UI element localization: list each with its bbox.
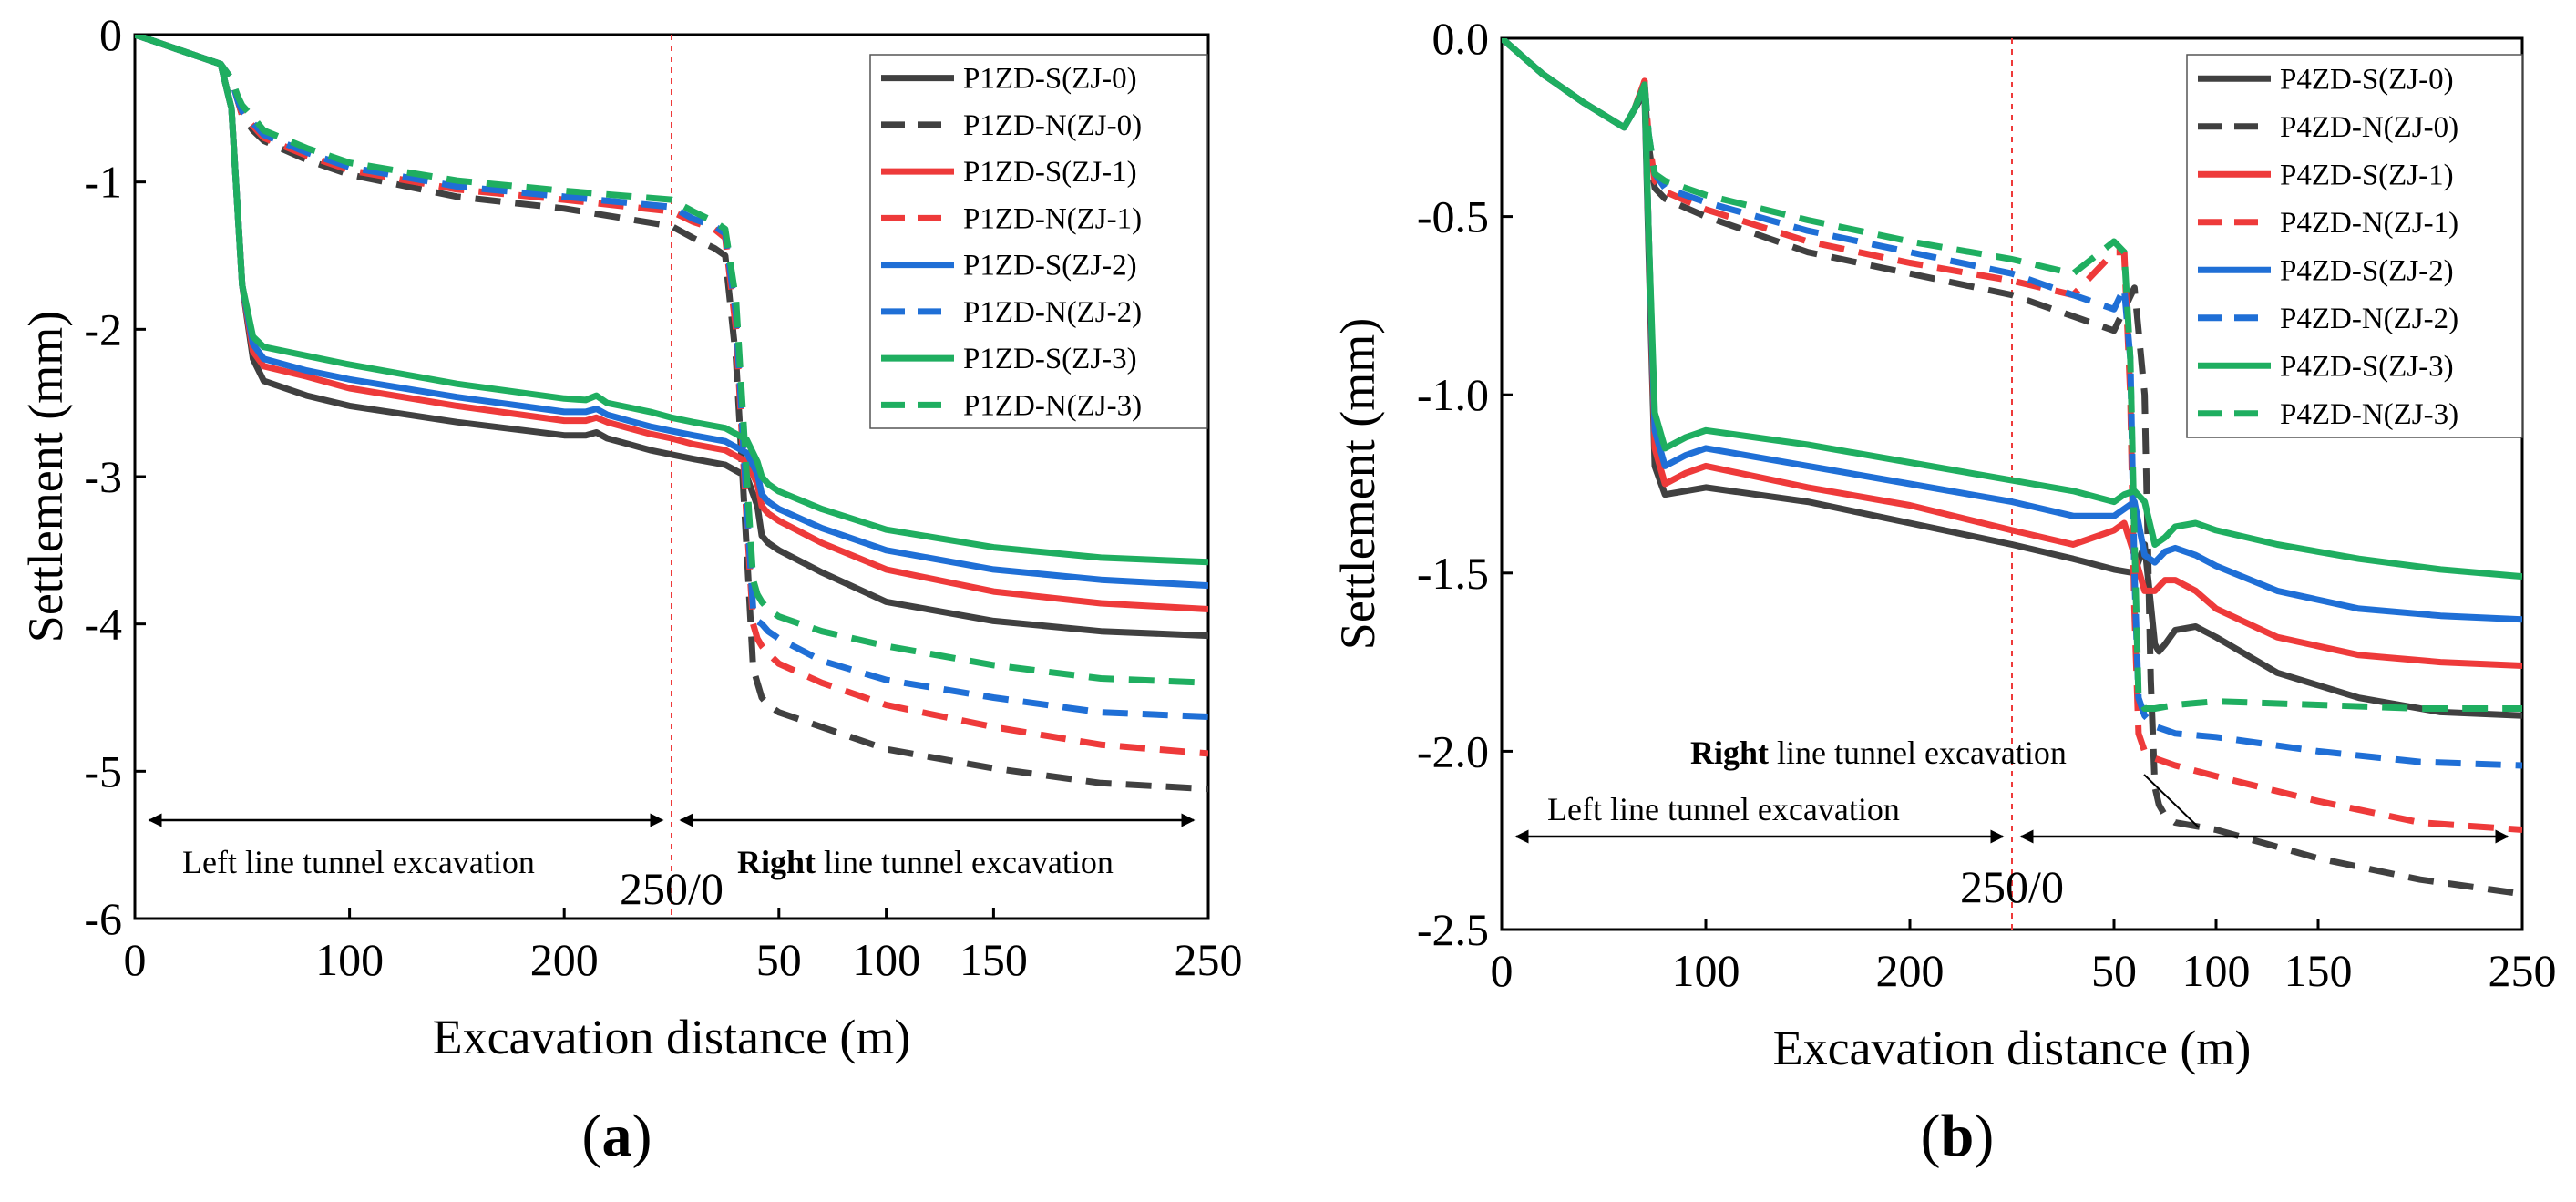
x-tick-label: 200 — [530, 934, 599, 985]
y-tick-label: 0.0 — [1432, 13, 1490, 64]
y-axis-title: Settlement (mm) — [18, 311, 73, 642]
legend-label: P4ZD-N(ZJ-3) — [2280, 398, 2458, 431]
y-tick-label: -6 — [84, 893, 122, 944]
panel-label-paren-open: ( — [582, 1103, 602, 1169]
panel-label: (a) — [582, 1103, 652, 1169]
right-line-annotation-bold: Right — [737, 844, 816, 880]
panel-label-paren-open: ( — [1921, 1103, 1941, 1169]
left-line-annotation: Left line tunnel excavation — [182, 844, 535, 880]
legend-label: P4ZD-S(ZJ-2) — [2280, 254, 2454, 287]
x-tick-label: 100 — [315, 934, 384, 985]
series-group — [135, 35, 1208, 793]
legend-label: P1ZD-S(ZJ-1) — [963, 156, 1137, 189]
legend-box — [2186, 54, 2523, 438]
y-axis-title: Settlement (mm) — [1330, 318, 1385, 650]
legend-label: P1ZD-N(ZJ-0) — [963, 109, 1142, 142]
legend-label: P4ZD-S(ZJ-1) — [2280, 159, 2454, 191]
series-line-P1ZD-N(ZJ-3) — [135, 35, 1208, 686]
right-line-annotation-rest: line tunnel excavation — [1769, 735, 2067, 771]
right-line-annotation-rest: line tunnel excavation — [816, 844, 1114, 880]
y-tick-label: -1 — [84, 157, 122, 208]
legend-box — [869, 54, 1208, 429]
x-tick-label: 250 — [2489, 945, 2557, 996]
panel-a-chart: 0-1-2-3-4-5-60 100 200 50 100 150 250Excavatio… — [18, 9, 1243, 1169]
y-tick-label: -2 — [84, 303, 122, 354]
x-tick-label: 100 — [2182, 945, 2251, 996]
x-tick-label: 100 — [1672, 945, 1740, 996]
series-group — [1502, 38, 2522, 898]
y-tick-label: -1.5 — [1417, 548, 1489, 599]
right-line-annotation: Right line tunnel excavation — [1690, 735, 2067, 771]
x-tick-label: 0 — [124, 934, 147, 985]
x-axis-title: Excavation distance (m) — [1773, 1021, 2252, 1075]
x-tick-label: 50 — [756, 934, 802, 985]
panel-label-letter: b — [1941, 1103, 1975, 1169]
y-tick-label: -0.5 — [1417, 191, 1489, 242]
x-axis-title: Excavation distance (m) — [433, 1010, 911, 1064]
series-line-P1ZD-S(ZJ-3) — [135, 35, 1208, 566]
series-line-P1ZD-N(ZJ-2) — [135, 35, 1208, 720]
divider-label: 250/0 — [620, 863, 724, 914]
x-tick-label: 150 — [2284, 945, 2353, 996]
x-tick-label: 250 — [1175, 934, 1243, 985]
y-tick-label: 0 — [99, 9, 122, 60]
panel-b-chart: 0.0 -0.5 -1.0 -1.5 -2.0 -2.50 100 200 50 100 150 25… — [1330, 13, 2557, 1169]
series-line-P1ZD-N(ZJ-0) — [135, 35, 1208, 793]
y-tick-label: -4 — [84, 599, 122, 650]
legend-label: P1ZD-S(ZJ-3) — [963, 343, 1137, 375]
divider-label: 250/0 — [1960, 861, 2064, 912]
left-line-annotation: Left line tunnel excavation — [1547, 791, 1900, 827]
y-tick-label: -2.5 — [1417, 904, 1489, 955]
legend-label: P4ZD-S(ZJ-0) — [2280, 63, 2454, 96]
panel-label-paren-close: ) — [1974, 1103, 1994, 1169]
y-tick-label: -2.0 — [1417, 725, 1489, 776]
annotation-leader — [2143, 774, 2200, 828]
legend-label: P1ZD-N(ZJ-1) — [963, 202, 1142, 235]
legend-label: P1ZD-N(ZJ-3) — [963, 389, 1142, 422]
x-tick-label: 200 — [1876, 945, 1945, 996]
y-tick-label: -1.0 — [1417, 369, 1489, 420]
legend-label: P4ZD-N(ZJ-0) — [2280, 111, 2458, 144]
legend-label: P1ZD-S(ZJ-2) — [963, 250, 1137, 283]
right-line-annotation-bold: Right — [1690, 735, 1769, 771]
legend-label: P4ZD-N(ZJ-1) — [2280, 207, 2458, 240]
legend-label: P4ZD-N(ZJ-2) — [2280, 303, 2458, 335]
x-tick-label: 50 — [2091, 945, 2137, 996]
x-tick-label: 0 — [1491, 945, 1514, 996]
right-line-annotation: Right line tunnel excavation — [737, 844, 1114, 880]
y-tick-label: -3 — [84, 451, 122, 502]
x-tick-label: 150 — [960, 934, 1028, 985]
panel-label: (b) — [1921, 1103, 1995, 1169]
legend-label: P1ZD-S(ZJ-0) — [963, 63, 1137, 96]
x-tick-label: 100 — [852, 934, 920, 985]
y-tick-label: -5 — [84, 745, 122, 796]
legend-label: P4ZD-S(ZJ-3) — [2280, 350, 2454, 383]
series-line-P4ZD-N(ZJ-3) — [1502, 38, 2522, 712]
panel-label-letter: a — [602, 1103, 632, 1169]
panel-label-paren-close: ) — [632, 1103, 652, 1169]
legend-label: P1ZD-N(ZJ-2) — [963, 296, 1142, 329]
series-line-P1ZD-N(ZJ-1) — [135, 35, 1208, 757]
